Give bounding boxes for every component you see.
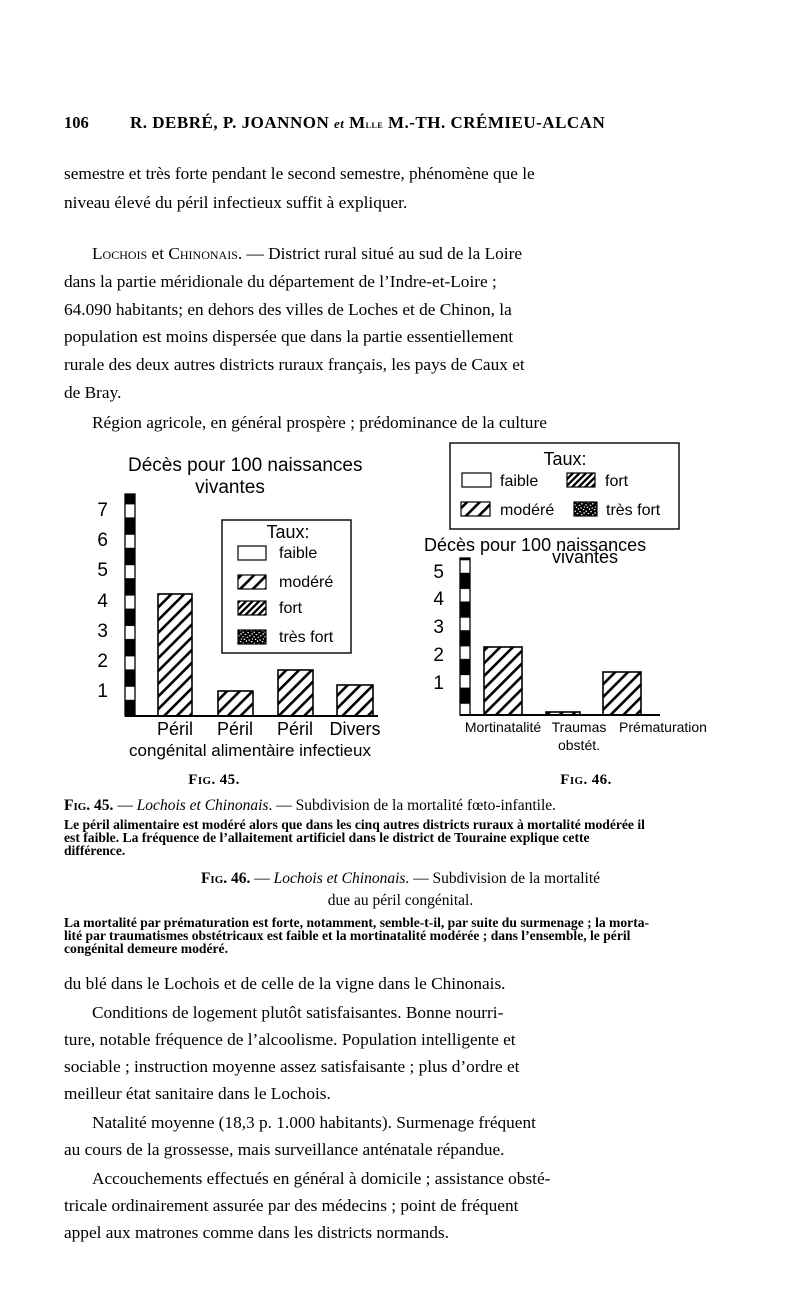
svg-text:Taux:: Taux:: [543, 449, 586, 469]
svg-text:Traumas: Traumas: [552, 719, 607, 735]
svg-text:modéré: modéré: [500, 502, 554, 519]
svg-text:Prématuration: Prématuration: [619, 719, 707, 735]
svg-text:2: 2: [433, 645, 444, 666]
svg-text:Décès pour 100 naissances: Décès pour 100 naissances: [128, 455, 362, 476]
svg-text:1: 1: [97, 681, 108, 702]
svg-text:1: 1: [433, 673, 444, 694]
svg-text:fort: fort: [279, 600, 303, 617]
svg-text:5: 5: [433, 562, 444, 583]
svg-text:6: 6: [97, 530, 108, 551]
svg-text:fort: fort: [605, 473, 629, 490]
svg-text:Taux:: Taux:: [266, 522, 309, 542]
svg-text:faible: faible: [500, 473, 538, 490]
svg-text:très fort: très fort: [606, 502, 661, 519]
svg-text:Péril: Péril: [157, 719, 193, 739]
svg-text:obstét.: obstét.: [558, 737, 600, 753]
svg-text:4: 4: [97, 591, 108, 612]
svg-text:3: 3: [97, 621, 108, 642]
svg-text:4: 4: [433, 589, 444, 610]
svg-text:très fort: très fort: [279, 629, 334, 646]
svg-text:faible: faible: [279, 545, 317, 562]
svg-text:2: 2: [97, 651, 108, 672]
svg-text:7: 7: [97, 500, 108, 521]
svg-text:Péril: Péril: [217, 719, 253, 739]
svg-text:vivantes: vivantes: [195, 477, 265, 498]
svg-text:Péril: Péril: [277, 719, 313, 739]
svg-text:Mortinatalité: Mortinatalité: [465, 719, 541, 735]
svg-text:congénital alimentàire infecti: congénital alimentàire infectieux: [129, 741, 371, 760]
svg-text:Divers: Divers: [329, 719, 380, 739]
svg-text:3: 3: [433, 617, 444, 638]
svg-text:5: 5: [97, 560, 108, 581]
svg-text:vivantes: vivantes: [552, 547, 618, 567]
svg-text:modéré: modéré: [279, 574, 333, 591]
